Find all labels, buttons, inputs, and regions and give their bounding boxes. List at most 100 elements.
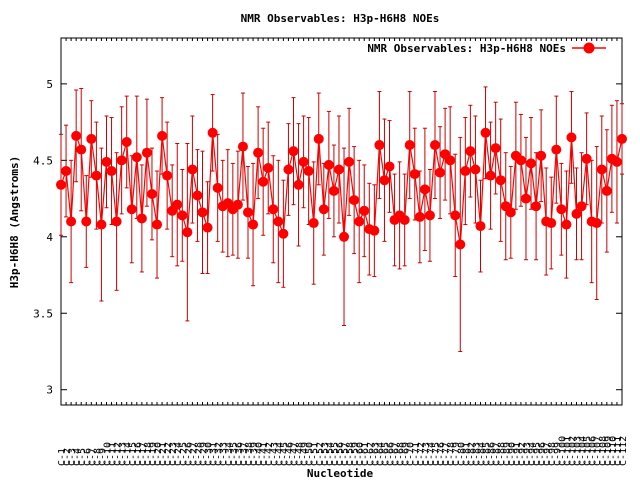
data-point [419, 184, 430, 195]
data-point [141, 147, 152, 158]
x-tick-label: C-65 [380, 442, 391, 466]
x-tick-label: C-57 [340, 442, 351, 466]
data-point [485, 170, 496, 181]
x-tick-label: C-29 [199, 442, 210, 466]
legend: NMR Observables: H3p-H6H8 NOEs [367, 42, 606, 55]
data-point [404, 140, 415, 151]
x-tick-label: C-8 [92, 448, 103, 466]
data-point [379, 175, 390, 186]
x-tick-label: C-62 [365, 442, 376, 466]
x-tick-label: C-79 [451, 442, 462, 466]
data-point [561, 219, 572, 230]
data-point [187, 164, 198, 175]
data-point [505, 207, 516, 218]
data-point [515, 155, 526, 166]
data-point [455, 239, 466, 250]
data-point [258, 176, 269, 187]
data-point [86, 133, 97, 144]
data-point [460, 166, 471, 177]
x-tick-label: C-44 [274, 442, 285, 466]
data-point [601, 185, 612, 196]
data-point [232, 199, 243, 210]
data-point [333, 164, 344, 175]
data-point [303, 166, 314, 177]
data-point [131, 152, 142, 163]
data-point [546, 218, 557, 229]
x-tick-label: C-95 [532, 442, 543, 466]
x-tick-label: C-73 [421, 442, 432, 466]
x-tick-label: C-106 [588, 436, 599, 466]
data-point [571, 208, 582, 219]
x-tick-label: C-110 [608, 436, 619, 466]
data-point [430, 140, 440, 151]
x-tick-label: C-84 [476, 442, 487, 466]
x-tick-label: C-96 [537, 442, 548, 466]
x-tick-label: C-14 [123, 442, 134, 466]
data-point [293, 179, 304, 190]
x-tick-label: C-75 [431, 442, 442, 466]
data-point [101, 156, 112, 167]
data-point [424, 210, 435, 221]
x-tick-label: C-88 [497, 442, 508, 466]
data-points [56, 127, 627, 250]
data-point [106, 166, 117, 177]
data-point [344, 156, 355, 167]
data-point [177, 210, 188, 221]
data-point [475, 221, 486, 232]
data-point [450, 210, 461, 221]
x-tick-label: C-15 [128, 442, 139, 466]
x-tick-label: C-93 [522, 442, 533, 466]
y-tick-label: 4 [46, 231, 53, 244]
x-tick-label: C-42 [264, 442, 275, 466]
x-tick-label: C-1 [57, 448, 68, 466]
data-point [556, 204, 567, 215]
data-point [66, 216, 77, 227]
data-point [81, 216, 92, 227]
data-point [520, 193, 531, 204]
x-tick-label: C-12 [113, 442, 124, 466]
x-tick-label: C-103 [573, 436, 584, 466]
x-tick-label: C-32 [214, 442, 225, 466]
data-point [182, 227, 193, 238]
data-point [152, 219, 163, 230]
data-point [409, 169, 420, 180]
x-tick-label: C-92 [517, 442, 528, 466]
data-point [76, 144, 87, 155]
data-point [273, 216, 284, 227]
x-tick-label: C-3 [67, 448, 78, 466]
x-tick-label: C-47 [289, 442, 300, 466]
data-point [192, 190, 203, 201]
x-tick-label: C-4 [72, 448, 83, 466]
data-point [531, 201, 542, 212]
x-tick-label: C-6 [82, 448, 93, 466]
chart-title: NMR Observables: H3p-H6H8 NOEs [241, 12, 440, 25]
data-point [91, 170, 102, 181]
y-tick-label: 5 [46, 78, 53, 91]
x-tick-label: C-46 [284, 442, 295, 466]
data-point [384, 161, 395, 172]
y-tick-label: 3.5 [33, 307, 53, 320]
data-point [248, 219, 259, 230]
data-point [111, 216, 122, 227]
x-tick-label: C-90 [507, 442, 518, 466]
x-tick-label: C-81 [461, 442, 472, 466]
x-tick-label: C-97 [542, 442, 553, 466]
x-tick-label: C-11 [108, 442, 119, 466]
data-point [162, 170, 173, 181]
data-point [56, 179, 66, 190]
x-tick-label: C-17 [138, 442, 149, 466]
x-tick-label: C-68 [396, 442, 407, 466]
x-tick-label: C-100 [557, 436, 568, 466]
data-point [414, 211, 425, 222]
data-point [202, 222, 213, 233]
x-tick-label: C-33 [219, 442, 230, 466]
data-point [288, 146, 299, 157]
x-tick-label: C-26 [183, 442, 194, 466]
data-point [323, 159, 334, 170]
x-tick-label: C-54 [325, 442, 336, 466]
x-tick-label: C-59 [350, 442, 361, 466]
x-tick-label: C-23 [168, 442, 179, 466]
x-tick-label: C-104 [578, 436, 589, 466]
data-point [470, 164, 481, 175]
x-tick-label: C-111 [613, 436, 624, 466]
